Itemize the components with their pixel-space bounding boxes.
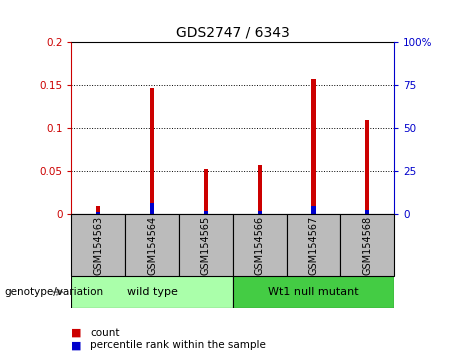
Text: ■: ■ [71, 340, 82, 350]
Bar [340, 214, 394, 276]
Text: GSM154564: GSM154564 [147, 216, 157, 275]
Bar [258, 165, 262, 214]
Bar [96, 212, 100, 214]
Text: Wt1 null mutant: Wt1 null mutant [268, 287, 359, 297]
Text: percentile rank within the sample: percentile rank within the sample [90, 340, 266, 350]
Text: GSM154563: GSM154563 [93, 216, 103, 275]
Bar [311, 79, 316, 214]
Text: GSM154567: GSM154567 [308, 216, 319, 275]
Bar [179, 214, 233, 276]
Bar [258, 211, 262, 214]
Text: wild type: wild type [127, 287, 177, 297]
Bar [204, 211, 208, 214]
Text: GSM154565: GSM154565 [201, 216, 211, 275]
Bar [125, 214, 179, 276]
Text: ■: ■ [71, 328, 82, 338]
Text: genotype/variation: genotype/variation [5, 287, 104, 297]
Text: GSM154568: GSM154568 [362, 216, 372, 275]
Bar [71, 276, 233, 308]
Title: GDS2747 / 6343: GDS2747 / 6343 [176, 26, 290, 40]
Bar [233, 276, 394, 308]
Bar [365, 120, 369, 214]
Bar [204, 169, 208, 214]
Bar [311, 206, 316, 214]
Bar [287, 214, 340, 276]
Bar [96, 206, 100, 214]
Bar [150, 203, 154, 214]
Text: count: count [90, 328, 119, 338]
Text: GSM154566: GSM154566 [254, 216, 265, 275]
Bar [150, 88, 154, 214]
Bar [365, 210, 369, 214]
Bar [233, 214, 287, 276]
Bar [71, 214, 125, 276]
